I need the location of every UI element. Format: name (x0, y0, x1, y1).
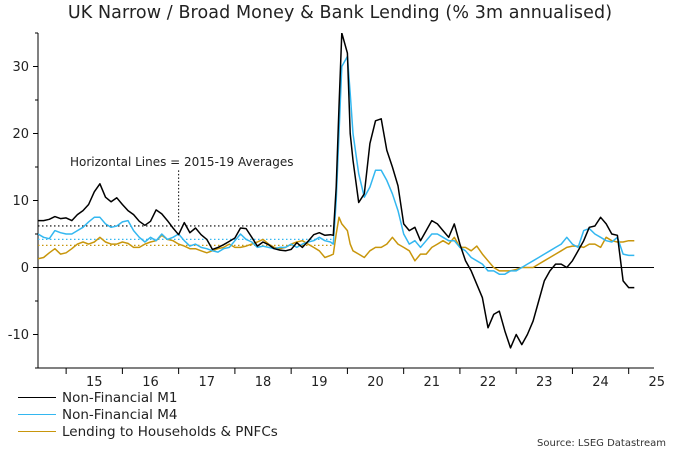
legend-item-m4: Non-Financial M4 (18, 406, 278, 423)
legend-item-lending: Lending to Households & PNFCs (18, 423, 278, 440)
legend-swatch-m1 (18, 397, 56, 398)
annotation-text: Horizontal Lines = 2015-19 Averages (70, 155, 294, 169)
legend-label-m4: Non-Financial M4 (62, 406, 178, 423)
legend-item-m1: Non-Financial M1 (18, 389, 278, 406)
x-tick-label: 21 (424, 375, 441, 390)
legend-label-lending: Lending to Households & PNFCs (62, 423, 278, 440)
legend-swatch-m4 (18, 414, 56, 415)
x-tick-label: 25 (649, 375, 666, 390)
y-tick-label: 10 (12, 194, 29, 209)
source-note: Source: LSEG Datastream (537, 438, 666, 449)
x-tick-label: 22 (480, 375, 497, 390)
x-tick-label: 23 (536, 375, 553, 390)
x-tick-label: 15 (86, 375, 103, 390)
y-tick-label: 0 (21, 261, 29, 276)
chart-title: UK Narrow / Broad Money & Bank Lending (… (67, 3, 613, 23)
x-tick-label: 16 (142, 375, 159, 390)
x-tick-label: 20 (367, 375, 384, 390)
x-tick-label: 24 (592, 375, 609, 390)
y-tick-label: -10 (8, 328, 29, 343)
x-tick-label: 19 (311, 375, 328, 390)
y-tick-label: 20 (12, 127, 29, 142)
x-tick-label: 18 (255, 375, 272, 390)
series-line (38, 216, 635, 272)
y-tick-label: 30 (12, 60, 29, 75)
chart-legend: Non-Financial M1 Non-Financial M4 Lendin… (18, 389, 278, 440)
series-line (38, 33, 635, 349)
x-tick-label: 17 (198, 375, 215, 390)
legend-label-m1: Non-Financial M1 (62, 389, 178, 406)
legend-swatch-lending (18, 431, 56, 432)
